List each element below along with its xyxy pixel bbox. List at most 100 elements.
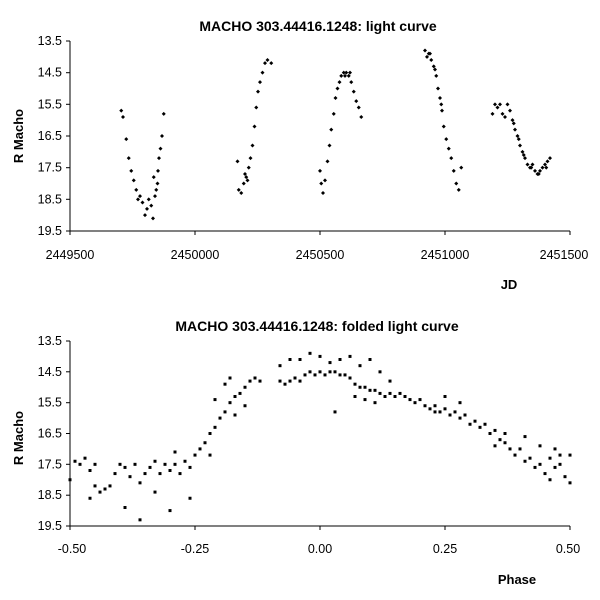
data-point (353, 395, 357, 398)
data-point (508, 108, 512, 113)
data-point (523, 156, 527, 161)
data-point (327, 143, 332, 148)
data-point (478, 425, 482, 429)
data-point (516, 137, 521, 142)
y-tick-label: 13.5 (38, 34, 62, 48)
folded-light-curve-chart: MACHO 303.44416.1248: folded light curve… (11, 318, 580, 587)
data-point (354, 99, 359, 104)
data-point (168, 509, 172, 513)
data-point (157, 156, 161, 161)
data-point (444, 137, 449, 142)
data-point (129, 168, 134, 173)
data-point (521, 153, 526, 157)
data-point (341, 70, 346, 75)
data-point (248, 156, 253, 161)
light-curve-title: MACHO 303.44416.1248: light curve (199, 18, 437, 34)
y-tick-label: 18.5 (38, 192, 62, 206)
data-point (223, 410, 227, 414)
data-point (503, 441, 507, 445)
data-point (293, 376, 297, 380)
data-point (248, 379, 252, 383)
data-point (388, 391, 392, 395)
data-point (258, 379, 262, 383)
data-point (348, 376, 352, 380)
data-point (359, 115, 364, 119)
data-point (178, 472, 182, 476)
data-point (318, 168, 322, 173)
data-point (68, 478, 72, 482)
data-point (143, 472, 147, 476)
data-point (124, 137, 129, 142)
data-point (438, 96, 442, 100)
data-point (393, 395, 397, 398)
y-tick-label: 18.5 (38, 488, 62, 502)
data-point (121, 115, 125, 119)
x-tick-label: 2451000 (421, 248, 470, 262)
data-point (356, 105, 361, 110)
light-curve-ylabel: R Macho (11, 109, 26, 163)
data-point (323, 178, 327, 183)
data-point (138, 194, 142, 199)
data-point (383, 395, 387, 398)
data-point (518, 447, 522, 451)
data-point (433, 410, 437, 414)
data-point (136, 197, 140, 202)
data-point (508, 447, 512, 451)
data-point (243, 404, 247, 408)
data-point (456, 187, 461, 192)
data-point (308, 370, 312, 374)
x-tick-label: 0.00 (308, 542, 332, 556)
data-point (223, 382, 227, 386)
data-point (423, 404, 427, 408)
data-point (540, 165, 545, 170)
data-point (568, 453, 572, 457)
data-point (434, 73, 439, 78)
folded-light-curve-points (68, 351, 572, 522)
data-point (338, 373, 342, 377)
data-point (568, 481, 572, 485)
data-point (228, 376, 232, 380)
data-point (131, 178, 136, 183)
data-point (563, 475, 567, 479)
data-point (331, 111, 336, 116)
data-point (140, 200, 145, 205)
data-point (413, 401, 417, 405)
data-point (433, 404, 437, 408)
data-point (151, 216, 155, 221)
data-point (343, 73, 347, 78)
data-point (543, 472, 547, 476)
data-point (428, 407, 432, 411)
data-point (254, 105, 259, 110)
data-point (488, 432, 492, 435)
data-point (423, 48, 427, 53)
data-point (490, 111, 495, 116)
data-point (218, 416, 222, 420)
data-point (98, 490, 102, 494)
y-tick-label: 13.5 (38, 334, 62, 348)
data-point (525, 162, 530, 167)
data-point (88, 496, 92, 500)
data-point (493, 444, 497, 448)
data-point (418, 398, 422, 402)
data-point (288, 379, 292, 383)
light-curve-xticks: 2449500 2450000 2450500 2451000 2451500 (46, 231, 588, 262)
data-point (238, 391, 242, 395)
data-point (246, 165, 251, 170)
data-point (145, 206, 149, 211)
data-point (78, 462, 82, 466)
data-point (378, 391, 382, 395)
x-tick-label: 2450000 (171, 248, 220, 262)
data-point (363, 385, 367, 389)
data-point (173, 450, 177, 454)
data-point (503, 115, 507, 119)
data-point (368, 388, 372, 392)
light-curve-xlabel: JD (501, 277, 518, 292)
data-point (158, 146, 163, 151)
data-point (358, 364, 362, 368)
data-point (113, 472, 117, 476)
data-point (344, 70, 349, 75)
data-point (233, 395, 237, 398)
data-point (73, 459, 77, 463)
data-point (153, 194, 157, 199)
data-point (161, 111, 166, 116)
